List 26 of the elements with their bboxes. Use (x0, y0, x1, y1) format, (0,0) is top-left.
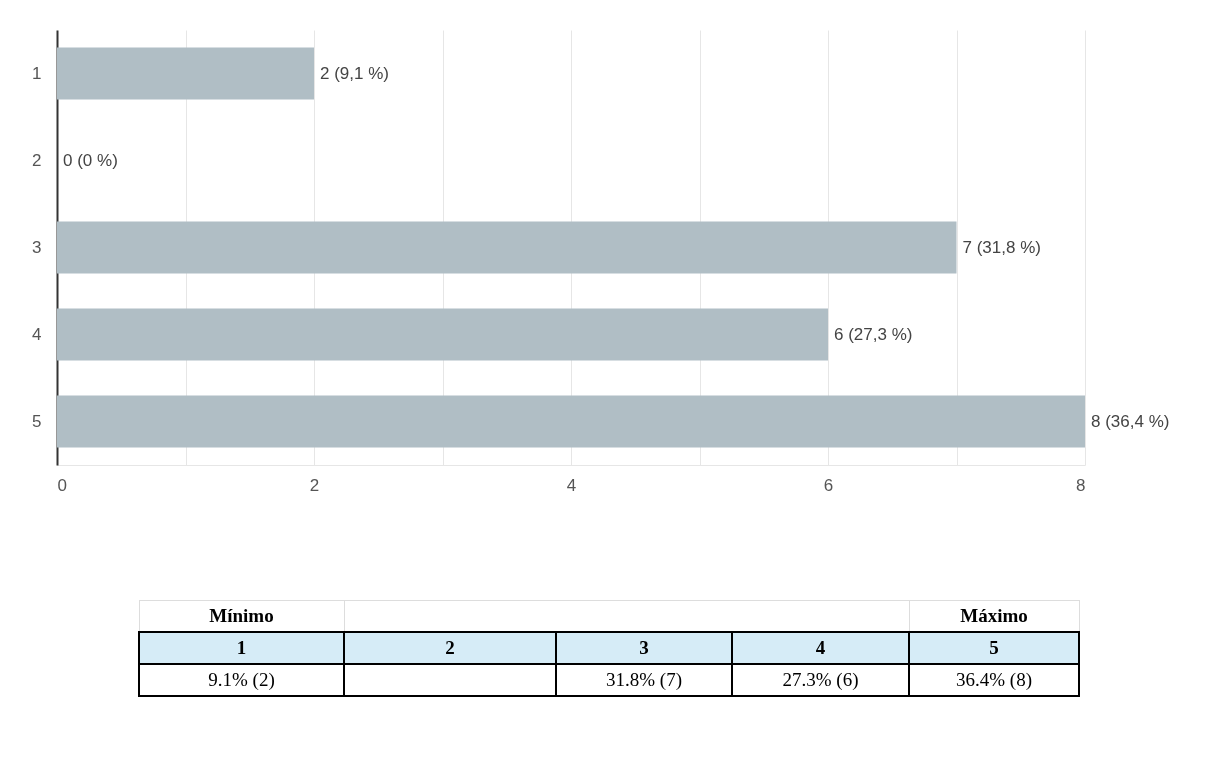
text: 27.3% (6) (732, 664, 909, 696)
y-tick-label: 4 (32, 324, 42, 344)
y-tick-label: 1 (32, 63, 42, 83)
data-label: 7 (31,8 %) (962, 237, 1041, 257)
text: Máximo (909, 600, 1079, 632)
data-label: 2 (9,1 %) (320, 63, 389, 83)
data-label: 8 (36,4 %) (1091, 411, 1170, 431)
x-tick-label: 6 (823, 475, 834, 495)
x-tick-label: 2 (309, 475, 320, 495)
text: 9.1% (2) (139, 664, 344, 696)
category-label: 1 (236, 637, 247, 658)
x-tick-label: 0 (57, 475, 67, 495)
data-label: 6 (27,3 %) (834, 324, 913, 344)
x-tick-label: 8 (1076, 475, 1086, 495)
data-label: 0 (0 %) (63, 150, 118, 170)
y-tick-label: 2 (32, 150, 42, 170)
text: 36.4% (8) (909, 664, 1079, 696)
category-label: 4 (815, 637, 826, 658)
y-tick-label: 5 (32, 411, 42, 431)
y-tick-label: 3 (32, 237, 42, 257)
category-label: 5 (989, 637, 999, 658)
x-tick-label: 4 (566, 475, 577, 495)
category-label: 3 (639, 637, 649, 658)
text: 31.8% (7) (556, 664, 732, 696)
category-label: 2 (445, 637, 455, 658)
text: Mínimo (139, 600, 344, 632)
